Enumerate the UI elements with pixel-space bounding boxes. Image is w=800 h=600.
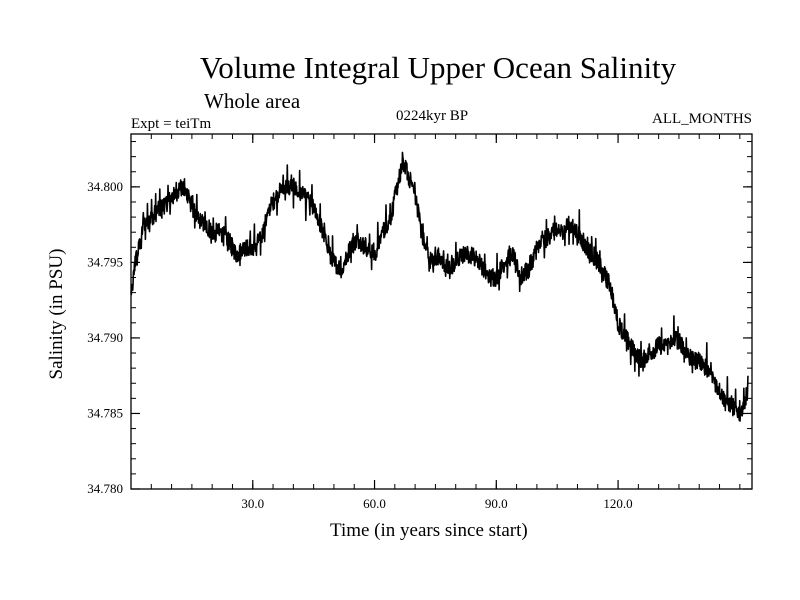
chart-title: Volume Integral Upper Ocean Salinity: [199, 50, 677, 85]
chart-subtitle: Whole area: [204, 89, 301, 113]
y-tick-label: 34.795: [87, 254, 123, 269]
y-tick-label: 34.790: [87, 330, 123, 345]
x-tick-label: 120.0: [603, 496, 632, 511]
months-label: ALL_MONTHS: [652, 111, 752, 127]
plot-frame: [130, 133, 753, 490]
x-tick-label: 30.0: [241, 496, 264, 511]
x-tick-label: 90.0: [485, 496, 508, 511]
y-tick-label: 34.800: [87, 179, 123, 194]
x-axis-label: Time (in years since start): [330, 520, 528, 541]
period-label: 0224kyr BP: [396, 108, 469, 124]
salinity-series-line: [130, 151, 749, 422]
y-tick-label: 34.780: [87, 481, 123, 496]
experiment-label: Expt = teiTm: [131, 116, 212, 132]
y-tick-label: 34.785: [87, 405, 123, 420]
x-tick-label: 60.0: [363, 496, 386, 511]
